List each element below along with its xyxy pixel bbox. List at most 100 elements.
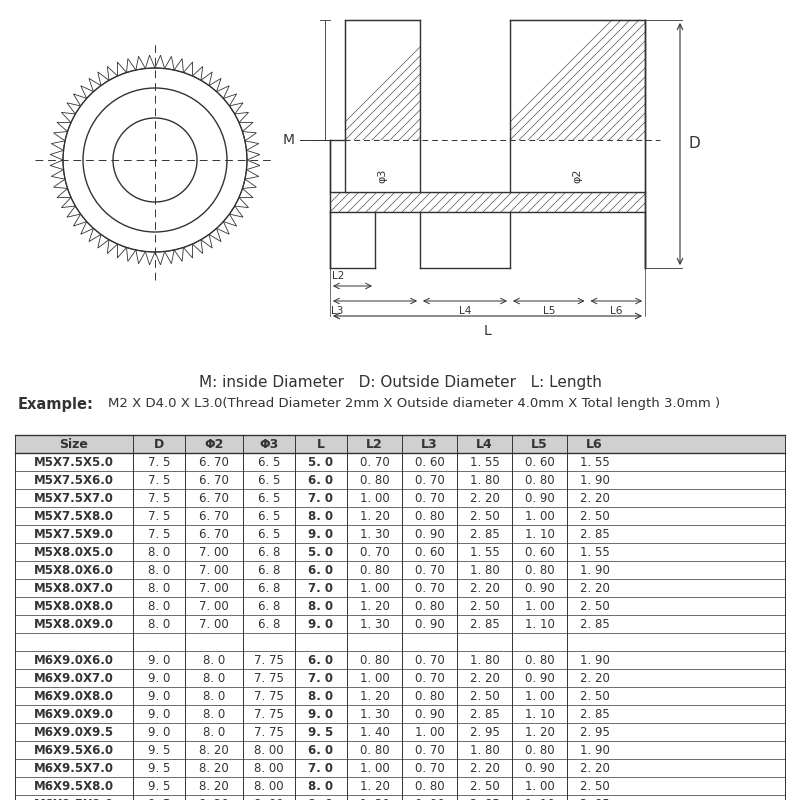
Text: 0. 70: 0. 70 [414, 762, 444, 774]
Text: 0. 60: 0. 60 [414, 546, 444, 558]
Text: 1. 90: 1. 90 [579, 563, 610, 577]
Text: Size: Size [59, 438, 89, 450]
Text: 8. 00: 8. 00 [254, 743, 284, 757]
Text: 0. 80: 0. 80 [525, 474, 554, 486]
Text: 9. 5: 9. 5 [148, 743, 170, 757]
Text: 2. 85: 2. 85 [470, 527, 499, 541]
Text: 1. 80: 1. 80 [470, 474, 499, 486]
Text: M6X9.0X7.0: M6X9.0X7.0 [34, 671, 114, 685]
Text: 6. 0: 6. 0 [309, 743, 334, 757]
Text: 1. 00: 1. 00 [525, 779, 554, 793]
Text: 2. 85: 2. 85 [470, 707, 499, 721]
Text: 9. 5: 9. 5 [148, 779, 170, 793]
Text: 6. 70: 6. 70 [199, 527, 229, 541]
Text: 7. 75: 7. 75 [254, 690, 284, 702]
Text: 1. 55: 1. 55 [580, 455, 610, 469]
Text: 8. 0: 8. 0 [203, 726, 225, 738]
Text: 0. 80: 0. 80 [360, 474, 390, 486]
Text: 6. 5: 6. 5 [258, 510, 280, 522]
Text: 9. 0: 9. 0 [148, 707, 170, 721]
Text: 0. 60: 0. 60 [525, 455, 554, 469]
Text: 7. 75: 7. 75 [254, 654, 284, 666]
Text: 9. 5: 9. 5 [148, 798, 170, 800]
Text: 7. 00: 7. 00 [199, 618, 229, 630]
Text: 0. 70: 0. 70 [414, 743, 444, 757]
Text: L: L [317, 438, 325, 450]
Text: 1. 00: 1. 00 [360, 491, 390, 505]
Text: L6: L6 [586, 438, 603, 450]
Text: 8. 0: 8. 0 [148, 599, 170, 613]
Text: 0. 80: 0. 80 [525, 654, 554, 666]
Text: 0. 80: 0. 80 [414, 779, 444, 793]
Text: 2. 95: 2. 95 [470, 726, 499, 738]
Text: 7. 0: 7. 0 [309, 762, 334, 774]
Text: 0. 90: 0. 90 [525, 762, 554, 774]
Text: Example:: Example: [18, 397, 94, 411]
Text: M6X9.5X8.0: M6X9.5X8.0 [34, 779, 114, 793]
Text: M2 X D4.0 X L3.0(Thread Diameter 2mm X Outside diameter 4.0mm X Total length 3.0: M2 X D4.0 X L3.0(Thread Diameter 2mm X O… [108, 398, 720, 410]
Text: 2. 50: 2. 50 [470, 779, 499, 793]
Text: 1. 20: 1. 20 [525, 726, 554, 738]
Text: 7. 75: 7. 75 [254, 671, 284, 685]
Text: M6X9.0X9.0: M6X9.0X9.0 [34, 707, 114, 721]
Bar [420, 212, 510, 268]
Text: 0. 80: 0. 80 [360, 563, 390, 577]
Text: 2. 85: 2. 85 [470, 618, 499, 630]
Text: 1. 55: 1. 55 [580, 546, 610, 558]
Text: 1. 30: 1. 30 [360, 618, 390, 630]
Text: 1. 00: 1. 00 [525, 690, 554, 702]
Text: 7. 5: 7. 5 [148, 527, 170, 541]
Bar [510, 20, 645, 140]
Text: M: inside Diameter   D: Outside Diameter   L: Length: M: inside Diameter D: Outside Diameter L… [198, 374, 602, 390]
Text: 1. 80: 1. 80 [470, 563, 499, 577]
Text: 0. 80: 0. 80 [360, 743, 390, 757]
Text: 0. 60: 0. 60 [525, 546, 554, 558]
Text: 6. 8: 6. 8 [258, 599, 280, 613]
Bar [330, 192, 645, 212]
Text: 6. 5: 6. 5 [258, 491, 280, 505]
Text: 1. 10: 1. 10 [525, 618, 554, 630]
Bar [420, 20, 510, 140]
Text: 1. 80: 1. 80 [470, 654, 499, 666]
Text: 6. 8: 6. 8 [258, 582, 280, 594]
Text: 9. 0: 9. 0 [148, 726, 170, 738]
Text: 8. 0: 8. 0 [203, 654, 225, 666]
Text: 2. 50: 2. 50 [470, 690, 499, 702]
Text: 6. 70: 6. 70 [199, 510, 229, 522]
Text: 8. 20: 8. 20 [199, 798, 229, 800]
Text: L2: L2 [332, 271, 344, 281]
Text: 9. 5: 9. 5 [308, 726, 334, 738]
Text: M6X9.5X7.0: M6X9.5X7.0 [34, 762, 114, 774]
Text: 9. 0: 9. 0 [309, 618, 334, 630]
Text: L5: L5 [531, 438, 548, 450]
Text: 0. 80: 0. 80 [360, 654, 390, 666]
Text: 6. 5: 6. 5 [258, 527, 280, 541]
Text: 2. 50: 2. 50 [580, 779, 610, 793]
Text: 6. 5: 6. 5 [258, 455, 280, 469]
Text: 0. 90: 0. 90 [525, 582, 554, 594]
Text: L4: L4 [476, 438, 493, 450]
Text: 0. 90: 0. 90 [414, 527, 444, 541]
Text: M5X7.5X5.0: M5X7.5X5.0 [34, 455, 114, 469]
Text: M5X7.5X8.0: M5X7.5X8.0 [34, 510, 114, 522]
Text: L3: L3 [421, 438, 438, 450]
Bar [510, 212, 645, 268]
Bar [510, 140, 645, 192]
Text: 0. 70: 0. 70 [414, 654, 444, 666]
Text: 0. 90: 0. 90 [414, 798, 444, 800]
Text: 1. 80: 1. 80 [470, 743, 499, 757]
Text: L6: L6 [610, 306, 622, 316]
Bar [420, 140, 510, 192]
Text: 2. 85: 2. 85 [580, 618, 610, 630]
Text: 6. 5: 6. 5 [258, 474, 280, 486]
Text: 2. 20: 2. 20 [579, 582, 610, 594]
Text: M5X7.5X9.0: M5X7.5X9.0 [34, 527, 114, 541]
Text: M5X8.0X6.0: M5X8.0X6.0 [34, 563, 114, 577]
Text: 6. 0: 6. 0 [309, 474, 334, 486]
Text: 8. 0: 8. 0 [203, 671, 225, 685]
Text: 8. 20: 8. 20 [199, 779, 229, 793]
Text: M5X8.0X8.0: M5X8.0X8.0 [34, 599, 114, 613]
Text: M: M [283, 133, 295, 147]
Text: 5. 0: 5. 0 [309, 546, 334, 558]
Text: 2. 20: 2. 20 [470, 491, 499, 505]
